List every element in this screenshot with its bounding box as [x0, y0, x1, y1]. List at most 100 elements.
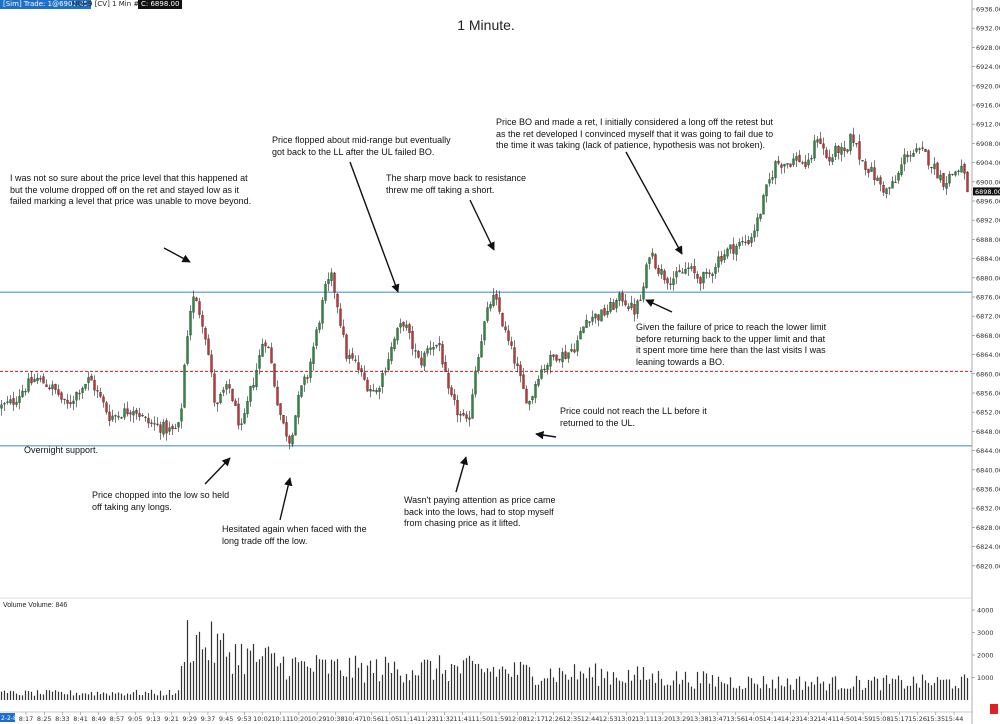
time-tick-label: 8:33 [55, 715, 70, 723]
volume-bar [492, 667, 495, 700]
volume-bar [780, 685, 783, 700]
time-tick-label: 14:05 [744, 715, 763, 723]
volume-bar [378, 681, 381, 700]
volume-bar [765, 684, 768, 700]
candle-body [720, 255, 723, 262]
volume-bar [945, 679, 948, 700]
candle-body [387, 359, 390, 370]
candle-body [894, 181, 897, 184]
volume-bar [372, 672, 375, 700]
volume-bar [678, 684, 681, 700]
candle-body [762, 195, 765, 215]
volume-bar [723, 683, 726, 700]
volume-bar [375, 659, 378, 700]
time-tick-label: 8:25 [37, 715, 52, 723]
volume-bar [369, 660, 372, 700]
volume-bar [54, 690, 57, 700]
candle-body [198, 301, 201, 315]
candle-body [606, 311, 609, 315]
candle-body [282, 414, 285, 424]
candle-body [444, 362, 447, 373]
account-badge[interactable]: [Sim] Trade: 1@6901.25 [0, 0, 92, 9]
volume-bar [204, 647, 207, 700]
volume-bar [522, 664, 525, 700]
time-tick-label: 9:45 [219, 715, 234, 723]
candle-body [408, 324, 411, 333]
candle-body [549, 354, 552, 367]
volume-bar [573, 664, 576, 700]
candle-body [105, 402, 108, 413]
volume-bar [546, 678, 549, 700]
volume-bar [819, 683, 822, 700]
volume-bar [795, 678, 798, 700]
volume-bar [330, 659, 333, 700]
candle-body [225, 384, 228, 390]
volume-bar [447, 681, 450, 700]
volume-bar [504, 669, 507, 700]
candle-body [405, 324, 408, 328]
volume-bar [657, 670, 660, 700]
price-tick-label: 6884.00 [976, 255, 1000, 263]
candle-body [912, 152, 915, 157]
volume-bar [477, 663, 480, 700]
candle-body [9, 399, 12, 404]
candle-body [537, 378, 540, 386]
volume-bar [465, 658, 468, 700]
volume-bar [408, 680, 411, 700]
candle-body [687, 267, 690, 270]
volume-bar [210, 621, 213, 700]
candle-body [807, 159, 810, 166]
candle-body [483, 321, 486, 341]
volume-bar [798, 676, 801, 700]
candle-body [45, 384, 48, 388]
volume-bar [528, 667, 531, 700]
volume-bar [327, 673, 330, 700]
candle-body [429, 347, 432, 350]
volume-bar [558, 667, 561, 700]
volume-bar [549, 668, 552, 700]
candle-body [423, 352, 426, 367]
candle-body [159, 424, 162, 433]
volume-bar [750, 678, 753, 700]
volume-bar [645, 679, 648, 700]
volume-bar [12, 691, 15, 700]
candle-body [363, 372, 366, 380]
time-tick-label: 13:47 [708, 715, 727, 723]
volume-bar [45, 690, 48, 700]
annotation-arrow [625, 151, 683, 255]
candle-body [648, 257, 651, 264]
time-tick-label: 12:44 [581, 715, 600, 723]
candle-body [864, 161, 867, 170]
candle-body [279, 403, 282, 415]
candle-body [345, 334, 348, 359]
note-bo-retest: Price BO and made a ret, I initially con… [496, 117, 774, 150]
candle-body [210, 354, 213, 373]
volume-bar [222, 633, 225, 700]
time-tick-label: 12:35 [563, 715, 582, 723]
time-tick-label: 8:49 [91, 715, 106, 723]
candle-body [546, 364, 549, 371]
time-tick-label: 13:20 [653, 715, 672, 723]
volume-bar [771, 679, 774, 700]
candle-body [717, 256, 720, 268]
candle-body [867, 168, 870, 173]
price-tick-label: 6920.00 [976, 82, 1000, 90]
volume-bar [903, 688, 906, 700]
candle-body [249, 385, 252, 402]
candle-body [450, 387, 453, 396]
candle-body [915, 148, 918, 152]
symbol-label[interactable]: NQH9 [CV] 1 Min #1 [72, 0, 144, 8]
candle-body [732, 244, 735, 254]
volume-bar [318, 659, 321, 700]
candle-body [753, 230, 756, 238]
candle-body [837, 146, 840, 154]
time-tick-label: 14:32 [799, 715, 818, 723]
volume-bar [237, 665, 240, 700]
volume-bar [642, 667, 645, 700]
candle-body [903, 154, 906, 165]
candle-body [528, 401, 531, 405]
candle-body [834, 145, 837, 157]
candle-body [231, 388, 234, 402]
volume-bar [816, 676, 819, 700]
